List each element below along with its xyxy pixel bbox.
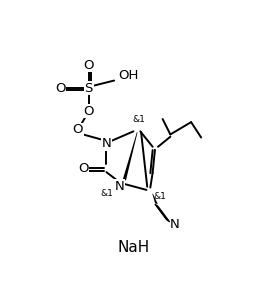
Text: O: O xyxy=(55,82,66,95)
Text: N: N xyxy=(102,137,111,150)
Text: O: O xyxy=(84,105,94,118)
Text: &1: &1 xyxy=(101,189,114,198)
Polygon shape xyxy=(122,132,138,181)
Text: S: S xyxy=(85,82,93,95)
Text: O: O xyxy=(73,123,83,136)
Text: O: O xyxy=(78,162,88,175)
Text: &1: &1 xyxy=(153,192,166,201)
Text: NaH: NaH xyxy=(117,240,150,255)
Text: OH: OH xyxy=(118,69,138,83)
Text: N: N xyxy=(115,179,124,193)
Text: O: O xyxy=(84,59,94,72)
Polygon shape xyxy=(152,193,158,204)
Text: N: N xyxy=(169,218,179,231)
Text: &1: &1 xyxy=(132,115,145,123)
